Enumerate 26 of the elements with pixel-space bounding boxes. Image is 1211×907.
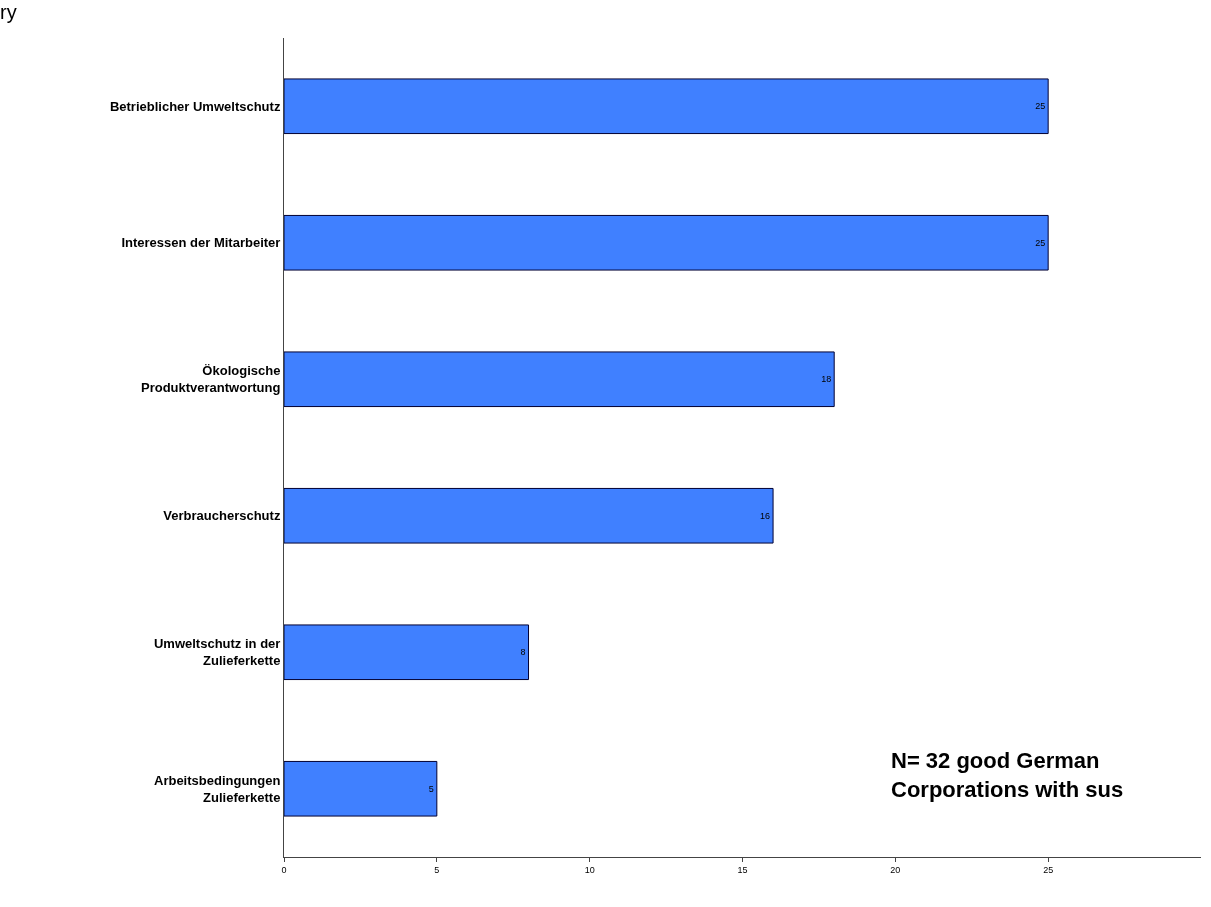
x-tick-label: 10 [584,864,595,875]
y-tick-label: Arbeitsbedingungen Zulieferkette [154,772,281,805]
bar [284,760,438,817]
data-label: 5 [428,783,434,794]
x-tick-label: 15 [737,864,748,875]
y-tick-label: Ökologische Produktverantwortung [140,363,281,396]
annotation: N= 32 good German Corporations with sus [891,748,1124,802]
x-tick-label: 0 [281,864,287,875]
data-label: 25 [1035,237,1046,248]
y-tick-label: Umweltschutz in der Zulieferkette [153,636,281,669]
data-label: 25 [1035,101,1046,112]
bar [284,487,774,544]
bar [284,351,835,408]
y-tick-label: Betrieblicher Umweltschutz [109,98,281,114]
y-tick-label: Verbraucherschutz [163,508,281,524]
text: ry [0,0,17,23]
data-label: 8 [520,647,526,658]
x-tick-label: 20 [890,864,901,875]
bar [284,214,1049,271]
bar [284,624,530,681]
data-label: 16 [760,510,771,521]
x-tick-label: 25 [1043,864,1054,875]
y-tick-label: Interessen der Mitarbeiter [121,235,281,251]
bar [284,78,1049,135]
x-tick-label: 5 [434,864,440,875]
data-label: 18 [821,374,832,385]
